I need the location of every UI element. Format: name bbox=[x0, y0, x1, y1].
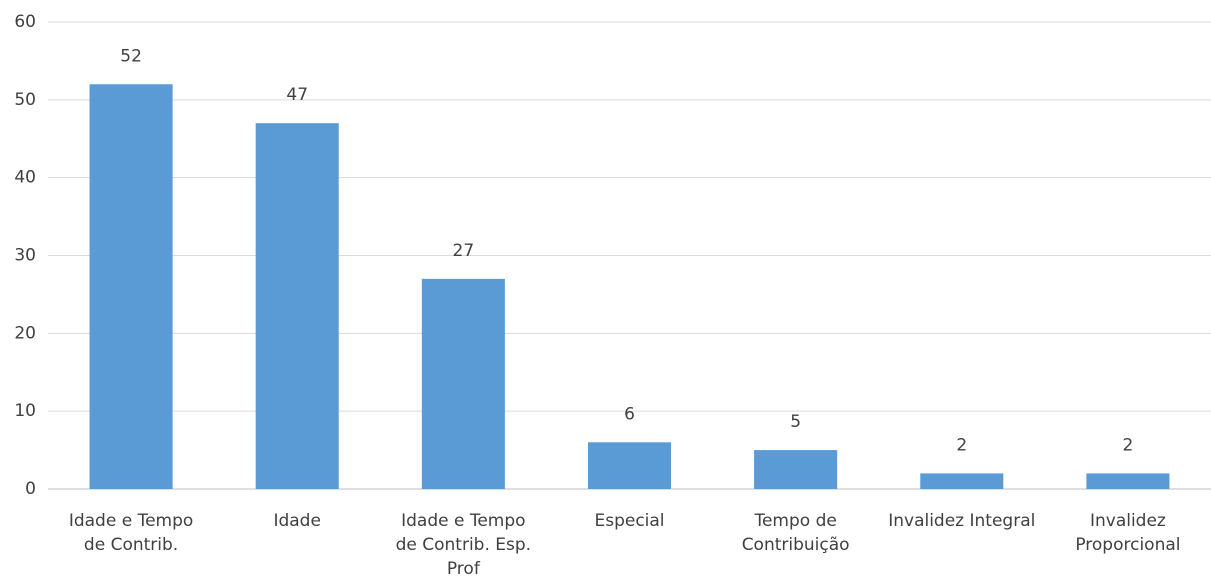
x-tick-label: Idade bbox=[273, 511, 321, 531]
bar bbox=[421, 278, 505, 489]
x-tick-label: Idade e Tempo de Contrib. bbox=[68, 511, 194, 555]
y-tick-label: 10 bbox=[14, 401, 36, 421]
y-tick-label: 60 bbox=[14, 12, 36, 32]
data-label: 47 bbox=[286, 85, 308, 105]
y-tick-label: 0 bbox=[25, 479, 36, 499]
y-tick-label: 30 bbox=[14, 246, 36, 266]
y-tick-label: 50 bbox=[14, 90, 36, 110]
data-label: 27 bbox=[453, 241, 475, 261]
y-tick-label: 20 bbox=[14, 323, 36, 343]
y-tick-label: 40 bbox=[14, 168, 36, 188]
bar bbox=[920, 473, 1004, 489]
bar bbox=[587, 442, 672, 489]
x-tick-label: Invalidez Integral bbox=[888, 511, 1036, 531]
data-label: 52 bbox=[120, 46, 142, 66]
bar bbox=[754, 450, 838, 489]
x-tick-label: Especial bbox=[594, 511, 665, 531]
x-tick-label: Tempo de Contribuição bbox=[741, 511, 850, 555]
data-label: 2 bbox=[956, 435, 967, 455]
data-label: 5 bbox=[790, 412, 801, 432]
data-label: 2 bbox=[1123, 435, 1134, 455]
bar bbox=[1086, 473, 1170, 489]
bar bbox=[89, 84, 173, 490]
x-tick-label: Idade e Tempo de Contrib. Esp. Prof bbox=[395, 511, 532, 579]
data-label: 6 bbox=[624, 404, 635, 424]
bar bbox=[255, 123, 339, 489]
x-tick-label: Invalidez Proporcional bbox=[1075, 511, 1181, 555]
